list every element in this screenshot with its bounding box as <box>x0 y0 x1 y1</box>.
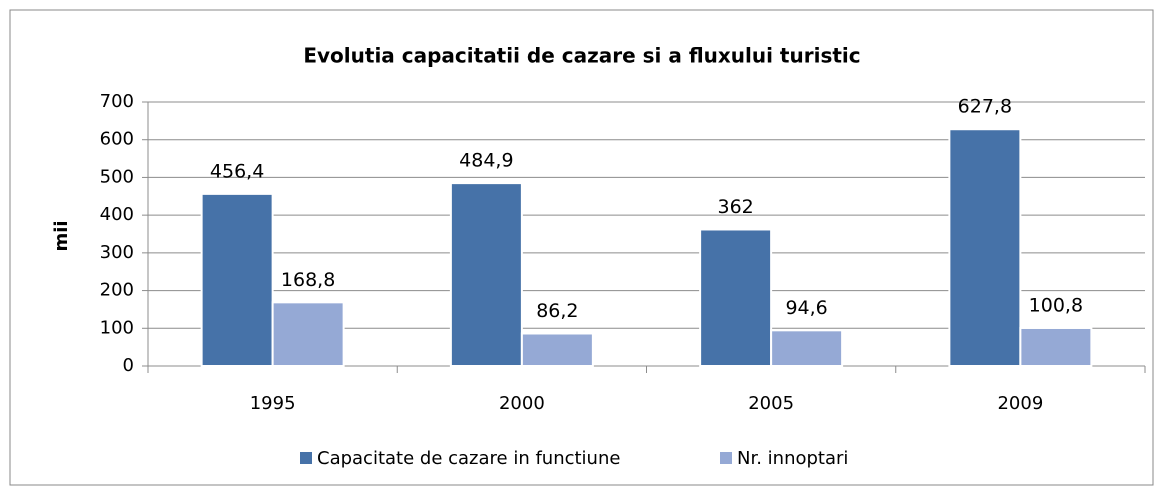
value-label: 456,4 <box>210 160 264 182</box>
x-tick-label: 2000 <box>499 393 545 414</box>
legend-label: Capacitate de cazare in functiune <box>317 448 620 469</box>
bar <box>699 228 773 367</box>
value-label: 484,9 <box>459 150 513 172</box>
bar <box>200 192 274 367</box>
x-tick-label: 1995 <box>250 393 296 414</box>
x-tick-label: 2009 <box>997 393 1043 414</box>
bar <box>520 332 594 368</box>
y-tick-label: 400 <box>100 204 134 225</box>
value-label: 362 <box>717 196 753 218</box>
chart-title: Evolutia capacitatii de cazare si a flux… <box>303 44 860 68</box>
y-axis-label: mii <box>51 220 72 251</box>
bar <box>770 329 844 368</box>
legend-swatch <box>720 452 732 464</box>
x-tick-label: 2005 <box>748 393 794 414</box>
value-label: 94,6 <box>785 297 827 319</box>
bar <box>449 182 523 367</box>
bar <box>271 301 345 367</box>
y-tick-label: 700 <box>100 91 134 112</box>
bar <box>948 128 1022 367</box>
y-tick-label: 100 <box>100 317 134 338</box>
value-label: 86,2 <box>536 300 578 322</box>
value-label: 627,8 <box>958 96 1012 118</box>
y-tick-label: 0 <box>123 355 134 376</box>
value-label: 100,8 <box>1029 294 1083 316</box>
y-tick-label: 600 <box>100 129 134 150</box>
y-tick-label: 300 <box>100 242 134 263</box>
bar <box>1019 326 1093 368</box>
y-tick-label: 500 <box>100 166 134 187</box>
value-label: 168,8 <box>281 269 335 291</box>
y-tick-label: 200 <box>100 280 134 301</box>
legend-swatch <box>300 452 312 464</box>
legend-label: Nr. innoptari <box>737 448 848 469</box>
